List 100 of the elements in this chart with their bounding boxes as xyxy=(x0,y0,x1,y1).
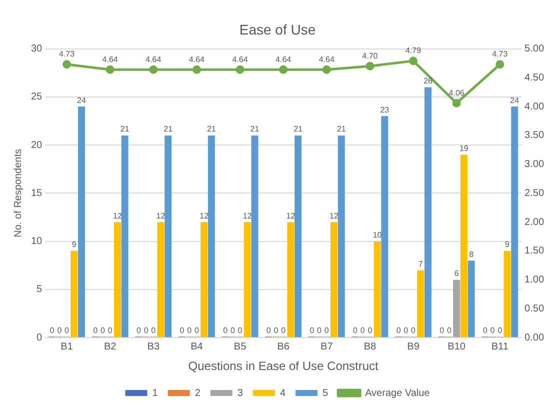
y-tick-label: 0 xyxy=(36,332,43,344)
data-label: 21 xyxy=(250,124,260,134)
data-label: 21 xyxy=(206,124,216,134)
y-tick-label: 30 xyxy=(31,44,43,55)
bar xyxy=(417,270,424,338)
point xyxy=(322,65,331,74)
x-tick-label: B10 xyxy=(448,341,466,352)
data-label: 0 xyxy=(136,326,142,335)
x-tick-label: B7 xyxy=(320,341,334,352)
x-tick-label: B3 xyxy=(147,341,160,352)
point xyxy=(496,60,504,69)
point xyxy=(149,65,158,74)
data-label: 19 xyxy=(459,144,469,153)
bar xyxy=(460,154,468,338)
data-label: 0 xyxy=(310,326,315,335)
data-label: 8 xyxy=(469,250,474,259)
data-label: 0 xyxy=(281,326,286,335)
y2-tick-label: 2.00 xyxy=(524,216,544,228)
bar xyxy=(374,241,381,338)
data-label: 4.64 xyxy=(276,54,292,64)
y2-tick-label: 2.50 xyxy=(524,188,544,199)
y2-tick-label: 4.50 xyxy=(524,72,544,84)
data-label: 0 xyxy=(404,326,409,335)
data-label: 4.64 xyxy=(102,54,118,64)
bar xyxy=(453,280,460,338)
legend-label: 3 xyxy=(237,388,244,399)
y2-tick-label: 3.50 xyxy=(524,130,544,142)
data-label: 0 xyxy=(446,326,452,335)
bar xyxy=(468,260,475,338)
data-label: 0 xyxy=(353,326,358,335)
legend-label: Average Value xyxy=(365,388,430,399)
point xyxy=(409,56,418,66)
data-label: 0 xyxy=(93,326,98,335)
point xyxy=(62,60,72,69)
data-label: 0 xyxy=(368,326,373,335)
data-label: 0 xyxy=(498,326,503,335)
y2-tick-label: 4.00 xyxy=(524,101,544,112)
legend-label: 1 xyxy=(152,388,158,399)
y2-tick-label: 5.00 xyxy=(524,44,544,55)
x-tick-label: B6 xyxy=(277,341,290,352)
data-label: 0 xyxy=(396,326,402,335)
data-label: 24 xyxy=(77,96,86,105)
bar xyxy=(251,135,258,338)
data-label: 0 xyxy=(238,326,243,335)
data-label: 0 xyxy=(180,326,185,335)
data-label: 9 xyxy=(505,240,510,250)
bar xyxy=(200,222,208,338)
bar xyxy=(70,250,78,338)
y2-tick-label: 0.00 xyxy=(524,332,544,344)
bar xyxy=(338,135,345,338)
bar xyxy=(330,222,338,338)
data-label: 0 xyxy=(64,326,70,335)
data-label: 0 xyxy=(360,326,366,335)
data-label: 0 xyxy=(266,326,272,335)
legend-label: 2 xyxy=(194,388,201,399)
bar xyxy=(114,222,121,338)
x-tick-label: B8 xyxy=(364,341,377,352)
data-label: 0 xyxy=(411,326,416,335)
x-tick-label: B5 xyxy=(234,341,247,352)
y-axis-title: No. of Respondents xyxy=(12,149,24,238)
data-label: 26 xyxy=(424,76,433,86)
data-label: 0 xyxy=(100,326,106,335)
data-label: 12 xyxy=(242,211,252,220)
y-tick-label: 5 xyxy=(36,284,43,296)
y-tick-label: 10 xyxy=(31,236,43,248)
data-label: 0 xyxy=(482,326,488,335)
y-tick-label: 15 xyxy=(31,188,43,199)
data-label: 21 xyxy=(336,124,346,134)
point xyxy=(236,65,244,74)
point xyxy=(366,62,374,70)
data-label: 0 xyxy=(108,326,113,335)
bar xyxy=(78,106,85,338)
bar xyxy=(244,222,251,338)
data-label: 0 xyxy=(230,326,236,335)
data-label: 4.73 xyxy=(492,50,508,59)
data-label: 0 xyxy=(490,326,496,335)
data-label: 0 xyxy=(57,326,62,335)
y-tick-label: 25 xyxy=(31,92,43,103)
bar xyxy=(164,135,172,338)
data-label: 4.64 xyxy=(188,54,206,64)
data-label: 23 xyxy=(380,105,390,114)
x-tick-label: B2 xyxy=(104,341,117,352)
data-label: 0 xyxy=(194,326,200,335)
data-label: 4.64 xyxy=(318,54,335,64)
x-tick-label: B4 xyxy=(190,341,204,352)
bar xyxy=(381,116,388,338)
bar xyxy=(294,135,302,338)
data-label: 4.64 xyxy=(146,54,162,64)
data-label: 7 xyxy=(418,259,424,268)
y2-tick-label: 1.00 xyxy=(524,274,544,286)
x-tick-label: B1 xyxy=(60,341,74,352)
x-tick-label: B11 xyxy=(491,341,509,352)
bar xyxy=(511,106,518,338)
bar xyxy=(157,222,164,338)
bar xyxy=(121,135,128,338)
data-label: 9 xyxy=(72,240,77,250)
data-label: 21 xyxy=(164,124,174,134)
bar xyxy=(504,250,511,338)
y2-tick-label: 0.50 xyxy=(524,303,544,314)
data-label: 24 xyxy=(510,96,520,105)
